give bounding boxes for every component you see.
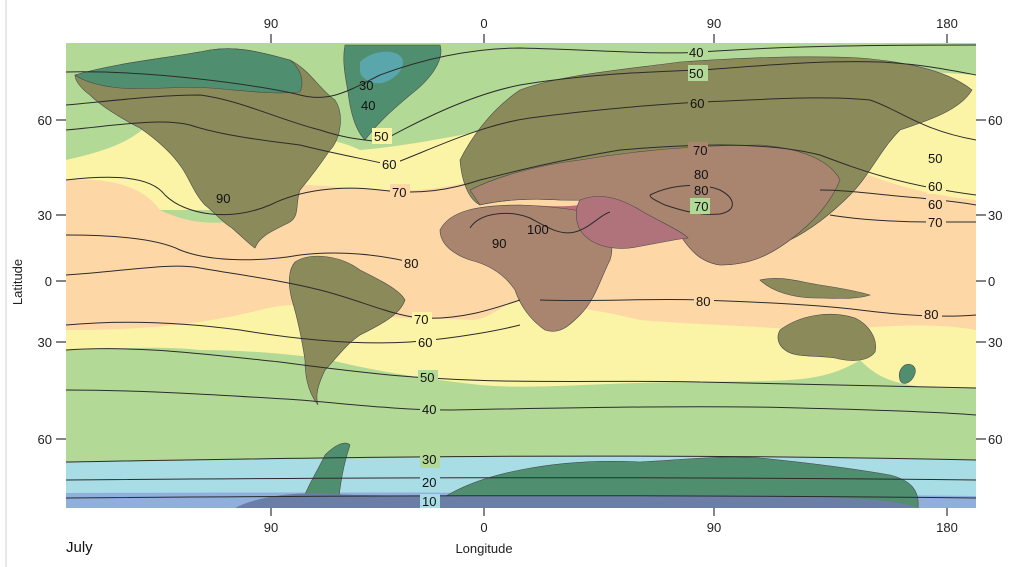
isotherm-labels: 40 50 30 40 60 50 60 50 70 60 70 90 80 8… <box>216 44 946 509</box>
isoline-label: 40 <box>689 45 703 60</box>
isoline-label: 70 <box>414 312 428 327</box>
isoline-label: 80 <box>924 307 938 322</box>
land-antarctica <box>429 456 919 508</box>
isoline-label: 50 <box>420 370 434 385</box>
isoline-label: 60 <box>928 197 942 212</box>
isoline-label: 20 <box>422 475 436 490</box>
isoline-label: 70 <box>928 215 942 230</box>
land-africa <box>439 204 613 332</box>
isoline-label: 80 <box>696 294 710 309</box>
top-axis: 90 0 90 180 <box>264 16 958 43</box>
isoline-label: 90 <box>216 191 230 206</box>
isoline-label: 80 <box>404 256 418 271</box>
right-tick-label: 60 <box>988 113 1002 128</box>
isoline-label: 40 <box>422 402 436 417</box>
isoline-label: 50 <box>374 129 388 144</box>
bottom-axis: 90 0 90 180 <box>264 508 958 535</box>
ice-antarctica <box>235 493 918 508</box>
isoline-label: 80 <box>694 167 708 182</box>
isoline-label: 80 <box>694 183 708 198</box>
isoline-label: 60 <box>690 96 704 111</box>
land-indonesia <box>759 277 871 299</box>
bottom-tick-label: 90 <box>707 520 721 535</box>
left-tick-label: 30 <box>38 335 52 350</box>
month-label: July <box>66 539 93 556</box>
isoline-label: 70 <box>694 199 708 214</box>
left-tick-label: 60 <box>38 432 52 447</box>
y-axis-title: Latitude <box>10 259 25 305</box>
isoline-label: 100 <box>527 222 549 237</box>
top-tick-label: 180 <box>936 16 958 31</box>
left-axis: 60 30 0 30 60 <box>38 113 66 447</box>
bottom-tick-label: 90 <box>264 520 278 535</box>
isoline-label: 10 <box>422 494 436 509</box>
left-tick-label: 60 <box>38 113 52 128</box>
isoline-label: 30 <box>359 78 373 93</box>
isoline-label: 60 <box>382 157 396 172</box>
isoline-label: 30 <box>422 452 436 467</box>
isoline-label: 60 <box>928 179 942 194</box>
isoline-label: 50 <box>928 151 942 166</box>
left-tick-label: 30 <box>38 208 52 223</box>
right-tick-label: 0 <box>988 274 995 289</box>
land-north-america-arctic <box>74 48 303 94</box>
top-tick-label: 90 <box>707 16 721 31</box>
land-new-zealand <box>898 363 916 384</box>
land-australia <box>777 313 876 361</box>
top-tick-label: 0 <box>480 16 487 31</box>
isoline-label: 60 <box>418 335 432 350</box>
x-axis-title: Longitude <box>455 541 512 556</box>
land-south-america <box>289 255 406 406</box>
isotherm-lines <box>66 44 976 499</box>
right-axis: 60 30 0 30 60 <box>976 113 1002 447</box>
land-arabia <box>575 196 689 249</box>
bottom-tick-label: 180 <box>936 520 958 535</box>
isoline-label: 90 <box>492 236 506 251</box>
isoline-label: 70 <box>392 185 406 200</box>
ice-greenland <box>360 51 403 84</box>
isoline-label: 70 <box>693 143 707 158</box>
bottom-tick-label: 0 <box>480 520 487 535</box>
left-tick-label: 0 <box>45 274 52 289</box>
isoline-label: 50 <box>689 66 703 81</box>
top-tick-label: 90 <box>264 16 278 31</box>
isoline-label: 40 <box>361 98 375 113</box>
right-tick-label: 30 <box>988 335 1002 350</box>
right-tick-label: 60 <box>988 432 1002 447</box>
map-plot-area <box>66 43 976 508</box>
right-tick-label: 30 <box>988 208 1002 223</box>
